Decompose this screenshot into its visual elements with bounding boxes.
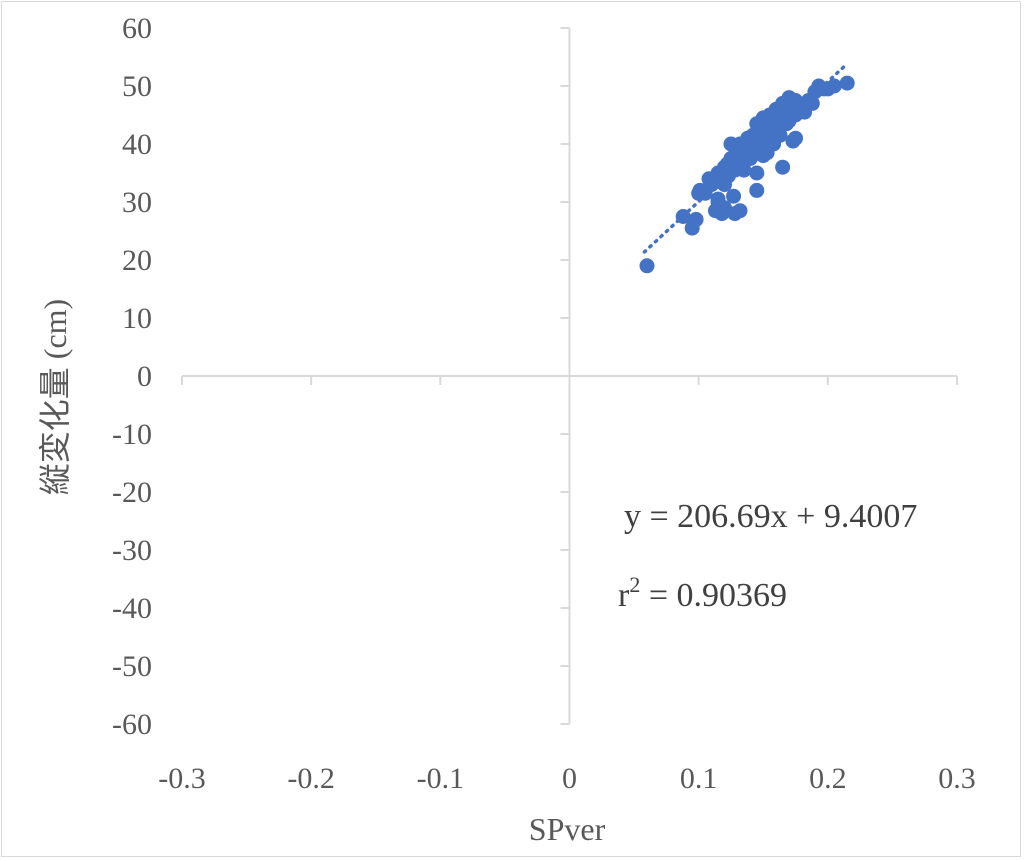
data-point xyxy=(749,182,765,198)
x-tick-label: 0.1 xyxy=(680,762,718,795)
axes xyxy=(181,27,958,725)
data-point xyxy=(710,191,726,207)
y-tick-label: 30 xyxy=(122,186,152,219)
data-point xyxy=(766,127,782,143)
data-point xyxy=(804,95,820,111)
y-tick-label: 40 xyxy=(122,128,152,161)
x-axis-title: SPver xyxy=(529,811,606,847)
y-tick-label: 50 xyxy=(122,70,152,103)
y-axis-title: 縦変化量 (cm) xyxy=(37,299,73,495)
r-squared-label: r2 = 0.90369 xyxy=(618,572,787,614)
data-point xyxy=(732,203,748,219)
y-tick-label: 60 xyxy=(122,12,152,45)
data-point xyxy=(675,209,691,224)
data-points xyxy=(639,75,855,274)
data-point xyxy=(775,159,791,175)
data-point xyxy=(726,188,742,204)
data-point xyxy=(639,258,655,274)
data-point xyxy=(839,75,855,91)
y-tick-label: 0 xyxy=(137,360,152,393)
data-point xyxy=(749,165,765,181)
y-tick-label: -10 xyxy=(112,418,152,451)
y-tick-label: 10 xyxy=(122,302,152,335)
x-tick-label: -0.3 xyxy=(158,762,206,795)
data-point xyxy=(775,113,791,129)
x-tick-label: 0 xyxy=(562,762,577,795)
y-tick-label: -50 xyxy=(112,650,152,683)
r2-prefix: r xyxy=(618,577,630,614)
x-tick-label: 0.2 xyxy=(809,762,847,795)
x-tick-label: -0.2 xyxy=(287,762,335,795)
y-tick-label: -30 xyxy=(112,534,152,567)
tick-labels: -0.3 -0.2 -0.1 0 0.1 0.2 0.3 60 50 40 30 20 10 0 -10 -2… xyxy=(112,12,976,795)
data-point xyxy=(788,130,804,146)
y-tick-label: 20 xyxy=(122,244,152,277)
x-tick-label: 0.3 xyxy=(938,762,976,795)
data-point xyxy=(826,78,842,94)
r2-exponent: 2 xyxy=(629,572,640,597)
r2-value: = 0.90369 xyxy=(640,577,787,614)
y-tick-label: -20 xyxy=(112,476,152,509)
data-point xyxy=(704,177,720,193)
data-point xyxy=(736,162,752,178)
data-point xyxy=(755,148,771,164)
y-tick-label: -40 xyxy=(112,592,152,625)
x-tick-label: -0.1 xyxy=(417,762,465,795)
data-point xyxy=(688,211,704,227)
trendline-equation: y = 206.69x + 9.4007 xyxy=(624,498,917,535)
y-tick-label: -60 xyxy=(112,708,152,741)
